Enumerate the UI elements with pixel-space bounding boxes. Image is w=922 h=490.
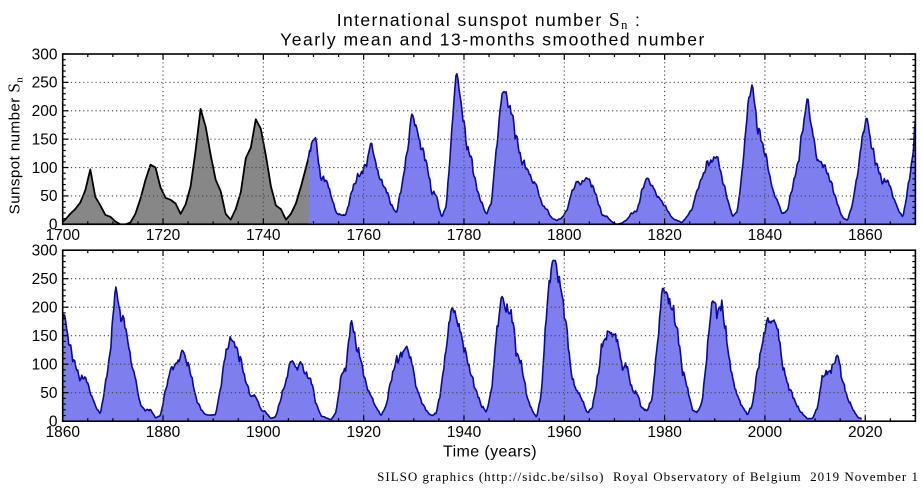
svg-text:0: 0 [49,217,58,234]
svg-text:1700: 1700 [45,227,80,244]
svg-text:250: 250 [32,75,58,92]
svg-text:100: 100 [32,160,58,177]
svg-text:1940: 1940 [447,424,482,441]
svg-text:1840: 1840 [748,227,783,244]
svg-text:1820: 1820 [647,227,682,244]
svg-text:1780: 1780 [447,227,482,244]
svg-text:1860: 1860 [848,227,883,244]
svg-text:50: 50 [40,188,58,205]
svg-text:International sunspot number S: International sunspot number Sn : [337,10,642,32]
svg-text:Time (years): Time (years) [443,444,537,461]
svg-text:1960: 1960 [547,424,582,441]
svg-text:1900: 1900 [246,424,281,441]
svg-text:200: 200 [32,103,58,120]
svg-text:0: 0 [49,414,58,431]
svg-text:250: 250 [32,271,58,288]
svg-text:100: 100 [32,357,58,374]
svg-text:SILSO graphics (http://sidc.be: SILSO graphics (http://sidc.be/silso) Ro… [377,469,919,484]
svg-text:300: 300 [32,243,58,260]
svg-text:1920: 1920 [346,424,381,441]
svg-text:200: 200 [32,300,58,317]
svg-text:1720: 1720 [146,227,181,244]
svg-text:300: 300 [32,46,58,63]
svg-text:2000: 2000 [748,424,783,441]
svg-text:1860: 1860 [45,424,80,441]
svg-text:1880: 1880 [146,424,181,441]
svg-text:150: 150 [32,132,58,149]
svg-text:1740: 1740 [246,227,281,244]
svg-text:50: 50 [40,385,58,402]
svg-text:2020: 2020 [848,424,883,441]
svg-text:1980: 1980 [647,424,682,441]
svg-text:1760: 1760 [346,227,381,244]
svg-text:150: 150 [32,328,58,345]
svg-text:Sunspot number Sn: Sunspot number Sn [5,77,26,215]
svg-text:1800: 1800 [547,227,582,244]
svg-text:Yearly mean and 13-months smoo: Yearly mean and 13-months smoothed numbe… [280,29,706,49]
